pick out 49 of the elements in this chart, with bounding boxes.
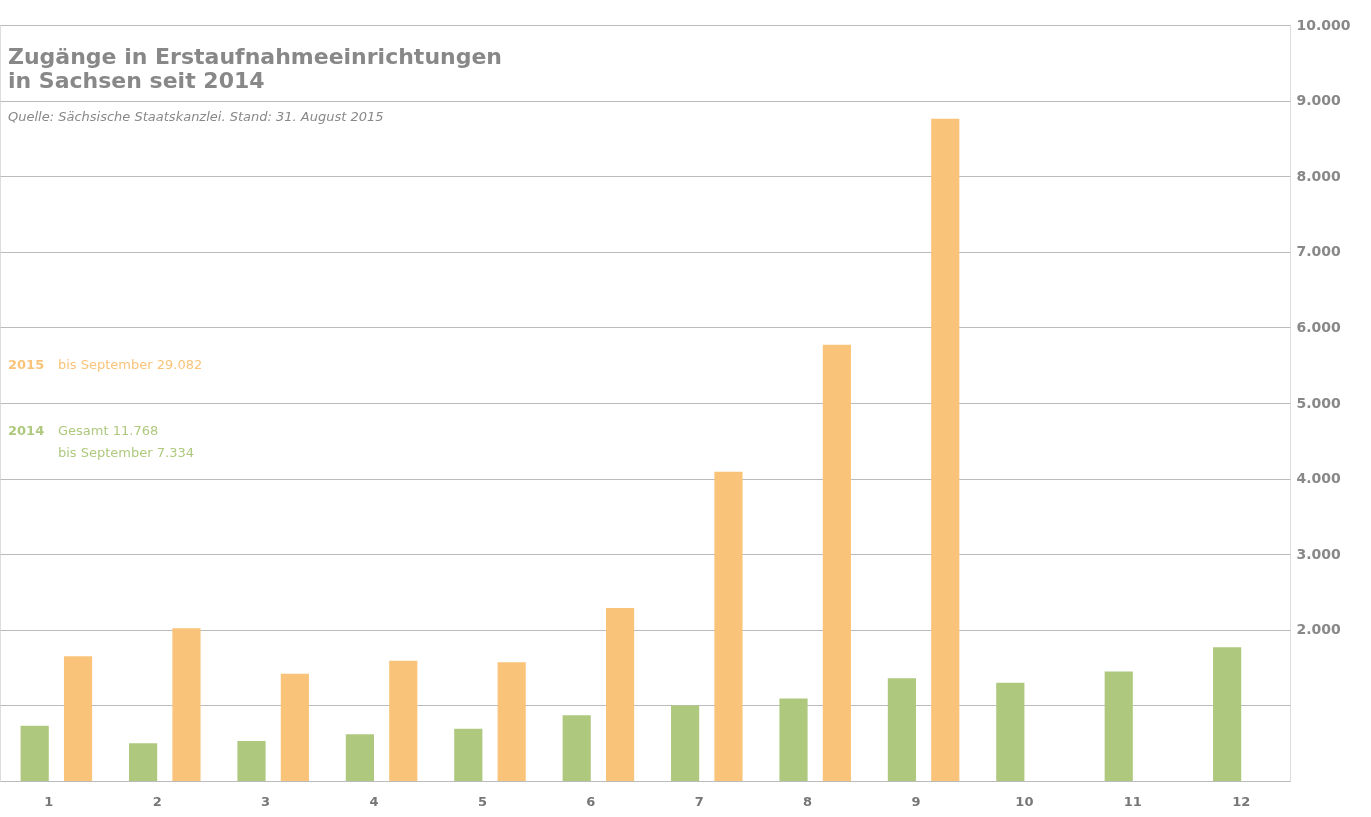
x-tick-label: 10	[1015, 793, 1034, 809]
bar	[389, 660, 418, 781]
y-tick-label: 10.000	[1296, 16, 1351, 33]
text: Zugänge in Erstaufnahmeeinrichtungen in Sachsen seit 2014	[8, 44, 503, 93]
text: 2014	[8, 423, 45, 438]
x-tick-label: 7	[694, 793, 704, 809]
y-tick-label: 9.000	[1296, 92, 1342, 109]
bar	[280, 673, 309, 781]
bar	[562, 715, 591, 781]
bar	[63, 656, 93, 781]
y-tick-label: 2.000	[1296, 621, 1342, 638]
bar	[20, 725, 49, 781]
text: Quelle: Sächsische Staatskanzlei. Stand: 31. August 2015	[8, 109, 384, 124]
x-tick-label: 1	[44, 793, 54, 809]
y-tick-label: 4.000	[1296, 470, 1342, 487]
x-tick-label: 9	[911, 793, 921, 809]
bar	[497, 662, 526, 781]
bar	[129, 743, 158, 781]
bar	[605, 607, 635, 781]
x-tick-label: 11	[1123, 793, 1142, 809]
bar	[996, 682, 1025, 781]
bar	[345, 734, 374, 781]
bar	[172, 628, 201, 781]
bar	[1213, 647, 1242, 781]
bar	[714, 471, 743, 781]
bar	[1104, 671, 1133, 781]
y-tick-label: 8.000	[1296, 167, 1342, 184]
x-tick-label: 8	[803, 793, 813, 809]
x-tick-label: 5	[477, 793, 487, 809]
annotation: Gesamt 11.768	[58, 423, 159, 438]
bar	[931, 118, 960, 781]
x-tick-label: 4	[369, 793, 379, 809]
x-tick-label: 12	[1232, 793, 1251, 809]
x-tick-label: 3	[261, 793, 271, 809]
bar	[454, 728, 483, 781]
x-tick-label: 2	[152, 793, 162, 809]
bar	[671, 705, 700, 781]
y-tick-label: 6.000	[1296, 318, 1342, 335]
text: 2015	[8, 357, 45, 372]
annotation: bis September 7.334	[58, 445, 194, 460]
bar	[779, 698, 808, 781]
annotation: bis September 29.082	[58, 357, 203, 372]
x-tick-label: 6	[586, 793, 596, 809]
y-tick-label: 5.000	[1296, 394, 1342, 411]
bar	[822, 344, 851, 781]
bar	[237, 740, 266, 781]
y-tick-label: 7.000	[1296, 243, 1342, 260]
bar	[887, 678, 917, 781]
y-tick-label: 3.000	[1296, 545, 1342, 562]
